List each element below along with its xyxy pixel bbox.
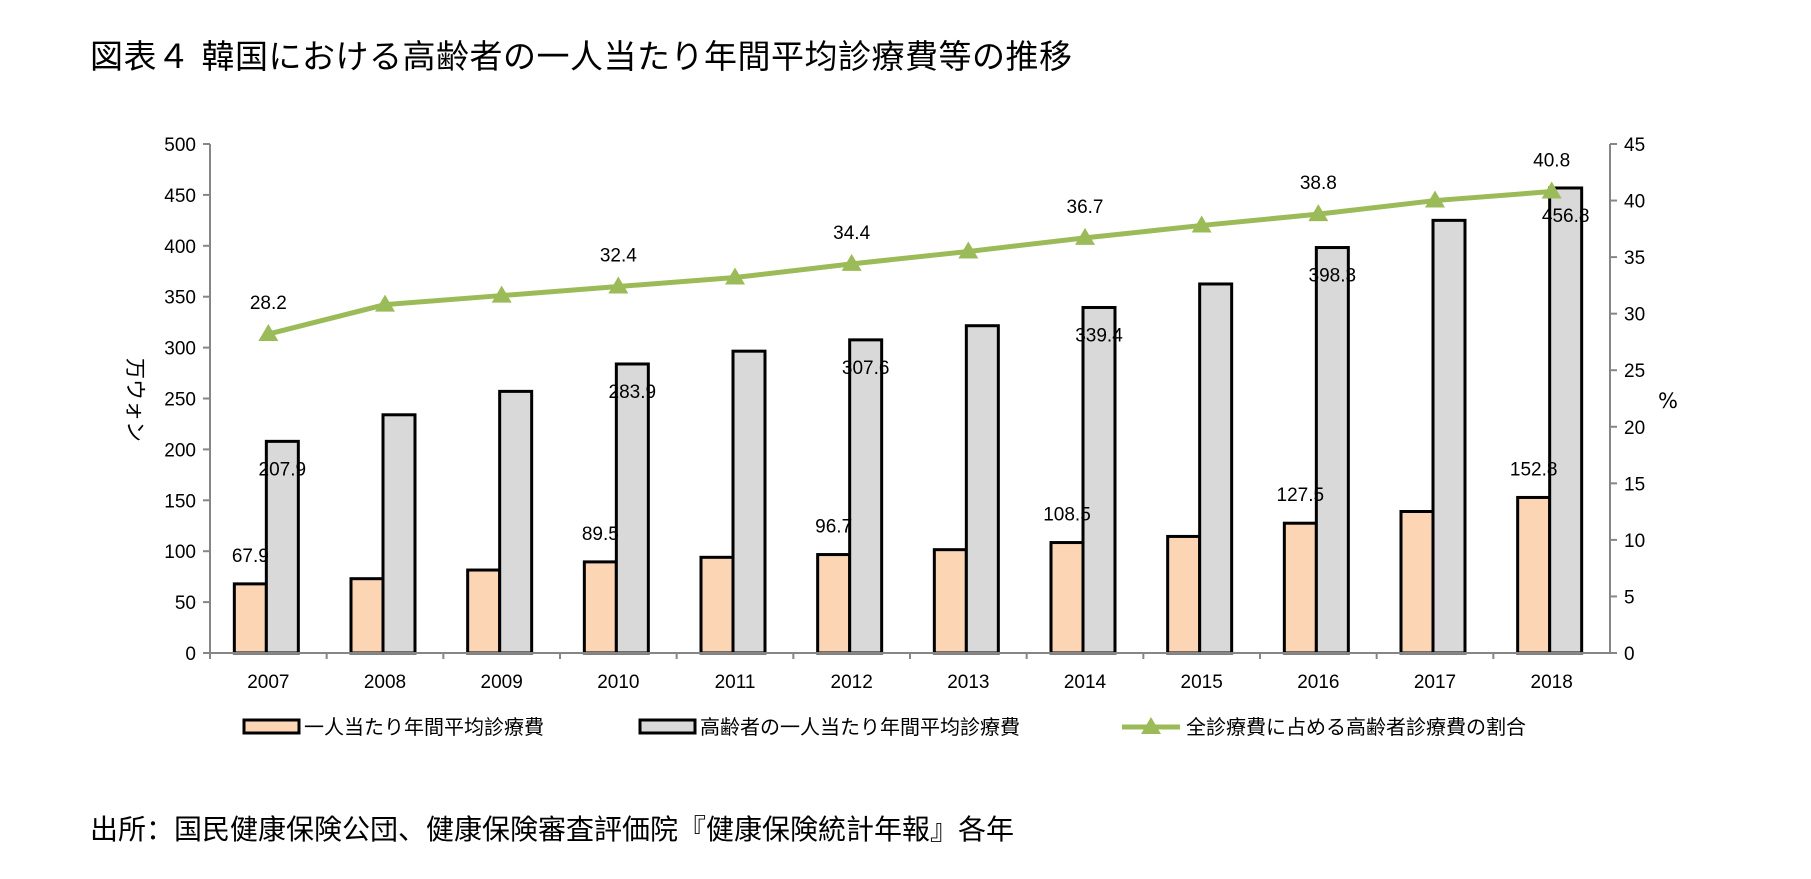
data-label-share-2018: 40.8: [1533, 151, 1570, 172]
bar-elderly-2008: [381, 413, 417, 655]
data-label-average-2012: 96.7: [815, 517, 852, 538]
line-marker-2013: [958, 241, 979, 259]
bar-average-2017: [1399, 509, 1435, 655]
data-label-average-2016: 127.5: [1277, 485, 1325, 506]
line-marker-2016: [1308, 204, 1329, 222]
y2-tick-label: 5: [1624, 587, 1635, 608]
bar-elderly-2009: [498, 389, 534, 655]
legend-label-share: 全診療費に占める高齢者診療費の割合: [1186, 715, 1526, 739]
x-tick-label: 2013: [947, 672, 989, 693]
data-label-share-2007: 28.2: [250, 293, 287, 314]
bar-elderly-2018: [1548, 186, 1584, 655]
y2-tick-label: 30: [1624, 305, 1645, 326]
y-axis-title: 万ウォン: [123, 358, 147, 442]
y-tick-label: 200: [164, 440, 196, 461]
bar-average-2015: [1166, 534, 1202, 655]
bar-average-2008: [349, 577, 385, 655]
bar-elderly-2014: [1081, 305, 1117, 655]
x-tick-label: 2014: [1064, 672, 1107, 693]
x-tick-label: 2016: [1297, 672, 1339, 693]
line-share-series: [267, 189, 1552, 337]
line-marker-2014: [1075, 227, 1095, 245]
y-tick-label: 150: [164, 491, 196, 512]
x-tick-label: 2012: [831, 672, 873, 693]
data-label-elderly-2014: 339.4: [1075, 325, 1123, 346]
y2-tick-label: 0: [1624, 644, 1635, 665]
data-label-elderly-2007: 207.9: [259, 459, 307, 480]
bar-average-2016: [1282, 521, 1318, 655]
legend-label-elderly: 高齢者の一人当たり年間平均診療費: [700, 715, 1020, 739]
data-label-share-2014: 36.7: [1067, 197, 1104, 218]
data-label-average-2014: 108.5: [1043, 505, 1091, 526]
y2-tick-label: 35: [1624, 248, 1645, 269]
bar-elderly-2013: [964, 324, 1000, 655]
line-marker-2007: [258, 324, 279, 342]
data-label-share-2016: 38.8: [1300, 173, 1337, 194]
data-label-share-2012: 34.4: [833, 223, 870, 244]
x-tick-label: 2015: [1181, 672, 1223, 693]
data-label-elderly-2010: 283.9: [609, 382, 657, 403]
data-label-elderly-2018: 456.8: [1542, 206, 1590, 227]
y-tick-label: 0: [185, 644, 196, 665]
x-tick-label: 2017: [1414, 672, 1456, 693]
bar-elderly-2010: [614, 362, 650, 655]
line-marker-2012: [841, 253, 862, 271]
data-label-share-2010: 32.4: [600, 246, 637, 267]
data-label-average-2018: 152.8: [1510, 459, 1558, 480]
line-marker-2009: [491, 285, 512, 303]
line-marker-2017: [1425, 190, 1445, 208]
data-label-elderly-2016: 398.3: [1309, 266, 1357, 287]
y2-tick-label: 25: [1624, 361, 1645, 382]
bar-average-2009: [466, 568, 502, 655]
bar-elderly-2017: [1431, 218, 1467, 655]
y-tick-label: 100: [164, 542, 196, 563]
y2-axis-title: %: [1658, 389, 1678, 413]
figure-source: 出所：国民健康保険公団、健康保険審査評価院『健康保険統計年報』各年: [90, 813, 1015, 846]
x-tick-label: 2009: [481, 672, 523, 693]
bar-average-2010: [582, 560, 618, 655]
legend-swatch-elderly: [638, 718, 697, 735]
y-tick-label: 500: [164, 135, 196, 156]
data-label-average-2007: 67.9: [232, 546, 269, 567]
line-marker-2015: [1191, 215, 1212, 233]
bar-elderly-2011: [731, 349, 767, 655]
bar-average-2012: [816, 553, 852, 655]
bar-average-2007: [232, 582, 268, 655]
y2-tick-label: 15: [1624, 474, 1645, 495]
bar-elderly-2016: [1314, 246, 1350, 655]
legend-marker-share: [1141, 717, 1161, 734]
bar-average-2018: [1516, 495, 1552, 655]
bar-elderly-2012: [848, 338, 884, 655]
bar-average-2014: [1049, 541, 1085, 655]
bar-elderly-2015: [1198, 282, 1234, 655]
y-tick-label: 350: [164, 288, 196, 309]
data-label-average-2010: 89.5: [582, 524, 619, 545]
y2-tick-label: 10: [1624, 531, 1645, 552]
y2-tick-label: 40: [1624, 192, 1645, 213]
bar-average-2013: [932, 548, 968, 655]
y-tick-label: 400: [164, 237, 196, 258]
y-tick-label: 300: [164, 339, 196, 360]
line-marker-2010: [608, 276, 629, 294]
bar-elderly-2007: [264, 439, 300, 655]
y-tick-label: 50: [175, 593, 196, 614]
y-tick-label: 450: [164, 186, 196, 207]
x-tick-label: 2018: [1531, 672, 1573, 693]
line-marker-2018: [1541, 181, 1562, 199]
y2-tick-label: 20: [1624, 418, 1645, 439]
x-tick-label: 2007: [247, 672, 289, 693]
legend-label-average: 一人当たり年間平均診療費: [304, 715, 544, 739]
line-marker-2008: [375, 294, 395, 312]
y-tick-label: 250: [164, 390, 196, 411]
x-tick-label: 2010: [597, 672, 639, 693]
figure-title: 図表４ 韓国における高齢者の一人当たり年間平均診療費等の推移: [90, 37, 1073, 76]
x-tick-label: 2008: [364, 672, 406, 693]
line-marker-2011: [725, 267, 745, 285]
bar-average-2011: [699, 555, 735, 655]
y2-tick-label: 45: [1624, 135, 1645, 156]
x-tick-label: 2011: [715, 672, 756, 693]
legend-swatch-average: [242, 718, 301, 735]
data-label-elderly-2012: 307.6: [842, 358, 890, 379]
